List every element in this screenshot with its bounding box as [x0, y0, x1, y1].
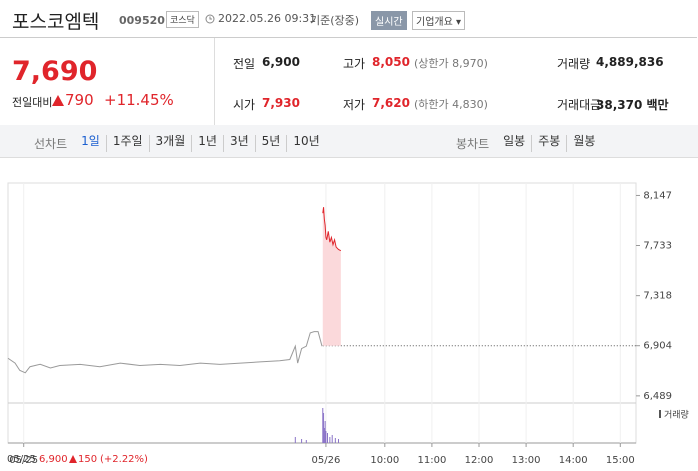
stat-label: 고가: [343, 57, 366, 71]
x-tick-label: 15:00: [606, 455, 635, 466]
tab[interactable]: 주봉: [531, 135, 566, 152]
tab[interactable]: 1일: [81, 134, 100, 148]
price-line: [7, 331, 323, 374]
stat-label: 시가: [233, 98, 256, 112]
tab-label: 선차트: [34, 137, 68, 151]
line-tabs: 선차트 1일 1주일 3개월 1년 3년 5년 10년: [34, 135, 326, 152]
x-tick-label: 14:00: [559, 455, 588, 466]
x-tick-label: 12:00: [465, 455, 494, 466]
y-tick-label: 6,904: [643, 341, 672, 352]
stat-label: 전일: [233, 57, 256, 71]
footer-date: 05/25: [7, 454, 36, 465]
change: 790: [65, 91, 94, 109]
y-tick-label: 8,147: [643, 190, 672, 201]
tab-label: 봉차트: [456, 137, 490, 151]
area: [322, 207, 341, 346]
datetime: 2022.05.26 09:31: [218, 12, 317, 25]
company-text: 기업개요: [416, 17, 453, 28]
stat-value: 8,050: [372, 55, 410, 69]
stat-value: 7,930: [262, 96, 300, 110]
divider: [214, 38, 215, 125]
current-price: 7,690: [12, 56, 98, 87]
y-tick-label: 6,489: [643, 391, 672, 402]
x-tick-label: 13:00: [512, 455, 541, 466]
tab[interactable]: 일봉: [503, 134, 526, 148]
market-badge: 코스닥: [166, 11, 199, 28]
stat-note: (하한가 4,830): [414, 98, 488, 111]
tab[interactable]: 1년: [191, 135, 223, 152]
tab[interactable]: 월봉: [566, 135, 601, 152]
footer-rate: (+2.22%): [100, 454, 148, 465]
footer-change: 150: [78, 454, 98, 465]
up-arrow: [52, 95, 64, 106]
x-tick-label: 10:00: [370, 455, 399, 466]
stat-value: 6,900: [262, 55, 300, 69]
y-tick-label: 7,733: [643, 240, 672, 251]
stock-name: 포스코엠텍: [12, 11, 100, 33]
stat-value: 38,370 백만: [596, 98, 669, 112]
stock-code: 009520: [119, 14, 165, 27]
volume-label: 거래량: [664, 409, 689, 421]
tab-bar: [0, 125, 698, 158]
footer-price: 6,900: [39, 454, 68, 465]
tab[interactable]: 10년: [286, 135, 325, 152]
change-label: 전일대비: [12, 96, 53, 109]
tab[interactable]: 1주일: [105, 135, 149, 152]
candle-tabs: 봉차트 일봉 주봉 월봉: [456, 135, 601, 152]
stat-note: (상한가 8,970): [414, 57, 488, 70]
y-tick-label: 7,318: [643, 291, 672, 302]
stat-label: 거래량: [557, 57, 591, 71]
stat-label: 저가: [343, 98, 366, 112]
stat-label: 거래대금: [557, 98, 602, 112]
plot-frame: [7, 182, 637, 444]
basis: 기준(장중): [310, 14, 360, 27]
tab[interactable]: 3개월: [148, 135, 192, 152]
x-tick-label: 11:00: [417, 455, 446, 466]
tab[interactable]: 3년: [222, 135, 255, 152]
price-line: [322, 207, 342, 252]
x-tick-label: 05/26: [312, 455, 341, 466]
realtime-button[interactable]: 실시간: [371, 11, 407, 30]
clock-icon: [205, 14, 215, 24]
volume-legend-mark: [659, 410, 661, 418]
company-button[interactable]: 기업개요 ▾: [412, 11, 466, 30]
tab[interactable]: 5년: [254, 135, 287, 152]
x-tick-label: 05/25: [9, 455, 38, 466]
change-rate: +11.45%: [104, 91, 174, 109]
stat-value: 7,620: [372, 96, 410, 110]
stat-value: 4,889,836: [596, 55, 664, 69]
footer-arrow: [69, 455, 77, 463]
